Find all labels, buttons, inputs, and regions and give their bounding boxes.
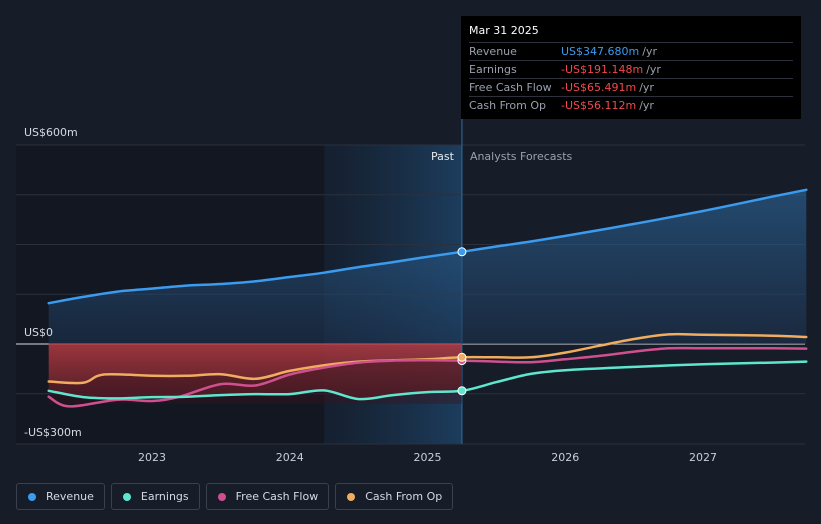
legend-label: Revenue [46, 490, 94, 503]
legend-label: Earnings [140, 490, 189, 503]
revenue-area [48, 189, 807, 344]
x-tick-label: 2024 [276, 451, 304, 464]
tooltip-row-unit: /yr [639, 99, 654, 112]
y-tick-label: US$0 [24, 326, 53, 339]
legend-item-cash-from-op[interactable]: Cash From Op [335, 483, 454, 510]
tooltip-row-unit: /yr [642, 45, 657, 58]
tooltip-row-label: Free Cash Flow [469, 81, 552, 94]
tooltip-row-earnings: Earnings -US$191.148m/yr [469, 60, 793, 78]
x-tick-label: 2027 [689, 451, 717, 464]
tooltip-row-label: Cash From Op [469, 99, 547, 112]
x-tick-label: 2026 [551, 451, 579, 464]
tooltip-row-value: -US$56.112m [561, 99, 637, 112]
legend-dot-icon [122, 492, 131, 501]
legend-item-revenue[interactable]: Revenue [16, 483, 105, 510]
legend-dot-icon [347, 492, 356, 501]
tooltip-row-label: Revenue [469, 45, 517, 58]
tooltip-row-unit: /yr [646, 63, 661, 76]
y-tick-label: US$600m [24, 126, 78, 139]
marker-earnings [457, 386, 467, 396]
marker-revenue [457, 247, 467, 257]
x-tick-label: 2025 [414, 451, 442, 464]
tooltip-row-value: -US$65.491m [561, 81, 637, 94]
loss-area [48, 344, 462, 400]
legend-label: Free Cash Flow [235, 490, 319, 503]
marker-cash-from-op [457, 352, 467, 362]
legend-label: Cash From Op [365, 490, 443, 503]
legend-item-free-cash-flow[interactable]: Free Cash Flow [205, 483, 330, 510]
series-line-earnings [47, 360, 808, 401]
series-line-revenue [47, 188, 808, 305]
tooltip-row-free-cash-flow: Free Cash Flow -US$65.491m/yr [469, 78, 793, 96]
legend-dot-icon [28, 492, 36, 501]
legend: Revenue Earnings Free Cash Flow Cash From O… [16, 483, 454, 510]
tooltip-row-cash-from-op: Cash From Op -US$56.112m/yr [469, 96, 793, 114]
forecast-label: Analysts Forecasts [470, 150, 573, 163]
tooltip-row-unit: /yr [639, 81, 654, 94]
tooltip-row-revenue: Revenue US$347.680m/yr [469, 42, 793, 60]
y-tick-label: -US$300m [24, 426, 82, 439]
tooltip-row-label: Earnings [469, 63, 517, 76]
loss-area-lower [48, 357, 462, 404]
legend-dot-icon [217, 492, 226, 501]
past-label: Past [431, 150, 455, 163]
tooltip-row-value: US$347.680m [561, 45, 640, 58]
tooltip-row-value: -US$191.148m [561, 63, 644, 76]
legend-item-earnings[interactable]: Earnings [110, 483, 200, 510]
x-tick-label: 2023 [138, 451, 166, 464]
tooltip-date: Mar 31 2025 [469, 24, 539, 37]
tooltip-panel: Mar 31 2025 Revenue US$347.680m/yr Earning… [461, 16, 801, 119]
series-line-free-cash-flow [47, 346, 808, 408]
